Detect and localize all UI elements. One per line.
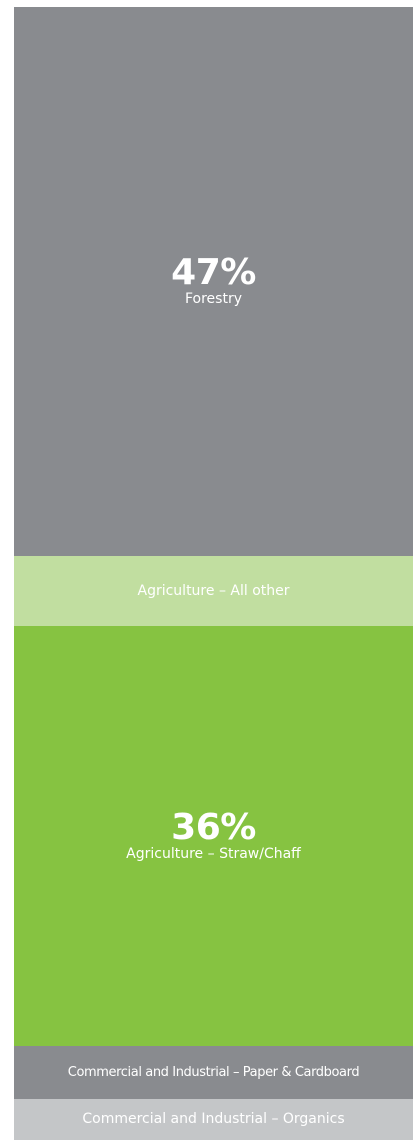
bar-segment-3: Commercial and Industrial – Paper & Card… bbox=[14, 1046, 413, 1099]
bar-segment-1: Agriculture – All other bbox=[14, 556, 413, 626]
segment-percent-label: 47% bbox=[171, 252, 256, 293]
segment-category-label: Forestry bbox=[184, 291, 242, 307]
bar-segment-0: 47% Forestry bbox=[14, 7, 413, 556]
segment-category-label: Agriculture – Straw/Chaff bbox=[126, 845, 301, 862]
segment-category-label: Commercial and Industrial – Organics bbox=[82, 1111, 345, 1127]
bar-segment-4: Commercial and Industrial – Organics bbox=[14, 1099, 413, 1140]
bar-segment-2: 36% Agriculture – Straw/Chaff bbox=[14, 626, 413, 1046]
stacked-bar-chart: 47% Forestry Agriculture – All other 36% Agr… bbox=[14, 7, 413, 1140]
segment-percent-label: 36% bbox=[171, 806, 256, 848]
segment-category-label: Commercial and Industrial – Paper & Card… bbox=[67, 1065, 360, 1080]
segment-category-label: Agriculture – All other bbox=[137, 582, 290, 599]
